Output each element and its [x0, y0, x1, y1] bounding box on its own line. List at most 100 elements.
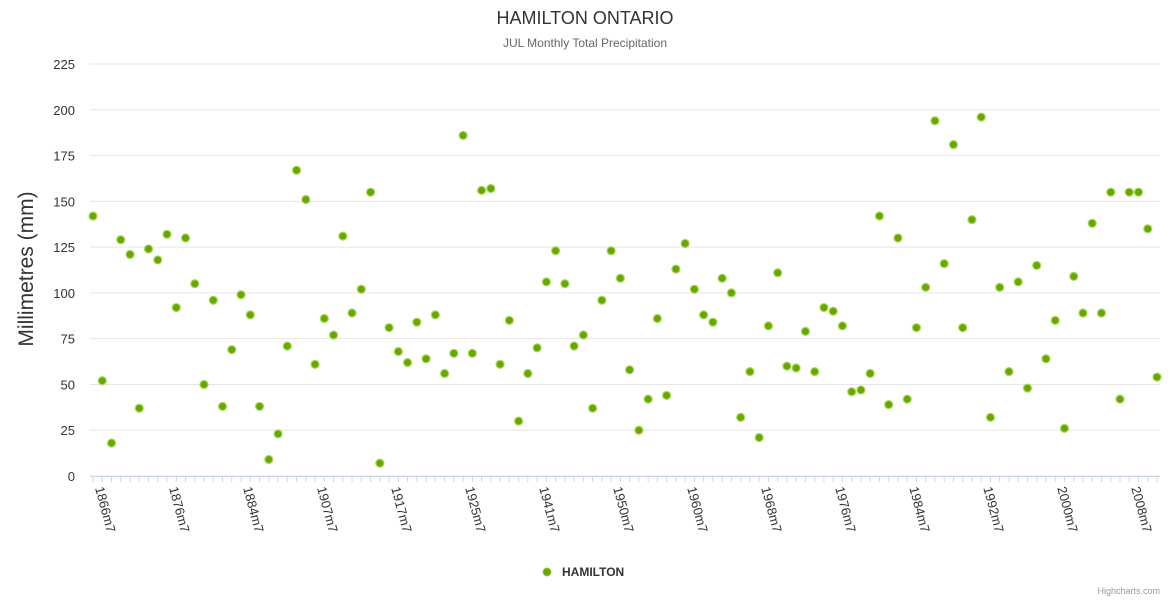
data-point[interactable]: [1152, 372, 1162, 382]
data-point[interactable]: [143, 244, 154, 254]
data-point[interactable]: [763, 321, 774, 331]
data-point[interactable]: [532, 343, 542, 353]
data-point[interactable]: [245, 310, 255, 320]
data-point[interactable]: [1143, 224, 1153, 234]
legend-marker-icon[interactable]: [542, 567, 552, 577]
data-point[interactable]: [699, 310, 709, 320]
data-point[interactable]: [236, 290, 246, 300]
data-point[interactable]: [180, 233, 191, 243]
data-point[interactable]: [227, 345, 237, 355]
data-point[interactable]: [1059, 423, 1070, 433]
data-point[interactable]: [97, 376, 107, 386]
data-point[interactable]: [476, 185, 487, 195]
data-point[interactable]: [116, 235, 126, 245]
data-point[interactable]: [365, 187, 376, 197]
data-point[interactable]: [560, 279, 570, 289]
data-point[interactable]: [819, 302, 829, 313]
data-point[interactable]: [301, 194, 311, 205]
data-point[interactable]: [634, 425, 644, 435]
data-point[interactable]: [865, 368, 875, 379]
data-point[interactable]: [643, 394, 653, 404]
data-point[interactable]: [1004, 367, 1014, 377]
data-point[interactable]: [421, 354, 431, 364]
data-point[interactable]: [467, 348, 477, 358]
data-point[interactable]: [856, 385, 866, 395]
data-point[interactable]: [847, 387, 857, 397]
data-point[interactable]: [615, 273, 625, 283]
data-point[interactable]: [291, 165, 302, 175]
data-point[interactable]: [810, 367, 820, 377]
data-point[interactable]: [782, 361, 792, 371]
data-point[interactable]: [523, 368, 533, 379]
data-point[interactable]: [1022, 383, 1033, 393]
data-point[interactable]: [217, 401, 228, 412]
data-point[interactable]: [939, 258, 949, 269]
data-point[interactable]: [569, 341, 579, 351]
credits-link[interactable]: Highcharts.com: [1097, 586, 1160, 596]
data-point[interactable]: [393, 346, 403, 357]
data-point[interactable]: [495, 359, 505, 369]
data-point[interactable]: [1041, 354, 1051, 364]
data-point[interactable]: [754, 432, 764, 443]
data-point[interactable]: [800, 326, 811, 336]
data-point[interactable]: [551, 246, 561, 256]
data-point[interactable]: [930, 116, 940, 126]
data-point[interactable]: [1087, 218, 1097, 228]
data-point[interactable]: [1050, 315, 1060, 325]
data-point[interactable]: [902, 394, 912, 404]
data-point[interactable]: [162, 229, 172, 239]
data-point[interactable]: [967, 215, 977, 225]
data-point[interactable]: [1069, 271, 1079, 282]
data-point[interactable]: [153, 255, 163, 265]
legend[interactable]: HAMILTON: [542, 565, 624, 579]
data-point[interactable]: [773, 268, 783, 278]
data-point[interactable]: [791, 363, 801, 373]
data-point[interactable]: [319, 313, 329, 324]
data-point[interactable]: [486, 183, 496, 194]
data-point[interactable]: [1078, 308, 1088, 318]
data-point[interactable]: [708, 317, 718, 327]
scatter-series-hamilton[interactable]: [88, 112, 1162, 468]
data-point[interactable]: [1115, 394, 1125, 404]
data-point[interactable]: [828, 306, 838, 316]
data-point[interactable]: [282, 341, 292, 351]
data-point[interactable]: [726, 288, 737, 298]
data-point[interactable]: [1133, 187, 1144, 197]
data-point[interactable]: [1013, 277, 1023, 287]
data-point[interactable]: [412, 317, 422, 327]
data-point[interactable]: [578, 330, 588, 340]
data-point[interactable]: [958, 323, 968, 333]
data-point[interactable]: [1106, 187, 1116, 197]
data-point[interactable]: [995, 282, 1005, 292]
data-point[interactable]: [384, 323, 394, 333]
data-point[interactable]: [671, 264, 681, 274]
data-point[interactable]: [689, 284, 699, 294]
data-point[interactable]: [310, 359, 320, 369]
data-point[interactable]: [504, 315, 514, 325]
data-point[interactable]: [680, 238, 690, 249]
data-point[interactable]: [884, 399, 894, 410]
legend-item-hamilton[interactable]: HAMILTON: [562, 565, 624, 579]
data-point[interactable]: [375, 458, 385, 468]
data-point[interactable]: [328, 330, 339, 340]
data-point[interactable]: [911, 323, 922, 333]
data-point[interactable]: [458, 130, 468, 141]
data-point[interactable]: [874, 211, 885, 221]
data-point[interactable]: [1096, 308, 1107, 318]
data-point[interactable]: [254, 401, 265, 412]
data-point[interactable]: [606, 246, 616, 256]
data-point[interactable]: [106, 438, 117, 448]
data-point[interactable]: [208, 295, 218, 305]
data-point[interactable]: [985, 412, 996, 423]
data-point[interactable]: [264, 454, 274, 465]
data-point[interactable]: [588, 403, 598, 413]
data-point[interactable]: [439, 368, 450, 379]
data-point[interactable]: [837, 321, 848, 331]
data-point[interactable]: [402, 357, 413, 368]
data-point[interactable]: [449, 348, 459, 358]
data-point[interactable]: [1124, 187, 1134, 197]
data-point[interactable]: [347, 308, 357, 318]
data-point[interactable]: [190, 279, 200, 289]
data-point[interactable]: [541, 277, 551, 287]
data-point[interactable]: [717, 273, 727, 283]
